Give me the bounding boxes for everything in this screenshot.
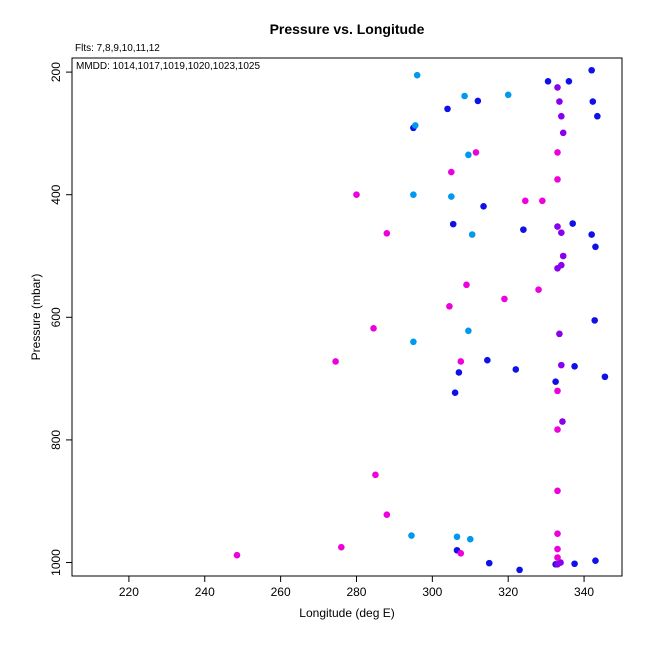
data-point — [480, 203, 487, 210]
data-point — [463, 281, 470, 289]
data-point — [544, 77, 552, 85]
data-point — [461, 92, 468, 100]
data-point — [594, 112, 601, 120]
x-tick-label: 280 — [346, 585, 366, 599]
data-point — [457, 550, 465, 557]
data-point — [554, 264, 561, 272]
data-point — [592, 557, 599, 564]
data-point — [410, 191, 417, 199]
data-point — [559, 418, 566, 425]
data-point — [556, 330, 563, 338]
data-point — [554, 530, 561, 538]
x-axis-label: Longitude (deg E) — [299, 606, 394, 620]
data-point — [338, 543, 345, 551]
y-tick-label: 200 — [49, 62, 63, 82]
data-point — [556, 98, 563, 105]
data-point — [451, 389, 459, 397]
data-point — [554, 223, 561, 230]
data-point — [453, 533, 461, 541]
data-point — [332, 358, 339, 365]
x-tick-label: 340 — [574, 585, 594, 599]
data-point — [558, 112, 565, 120]
data-point — [521, 197, 529, 205]
data-point — [554, 561, 561, 568]
data-point — [413, 71, 421, 79]
data-point — [535, 286, 542, 294]
data-point — [448, 193, 455, 200]
data-point — [592, 243, 599, 251]
data-point — [589, 98, 597, 105]
y-tick-label: 600 — [49, 307, 63, 327]
data-point — [554, 554, 561, 561]
data-point — [601, 373, 609, 381]
data-point — [370, 325, 377, 332]
data-point — [465, 151, 472, 159]
x-tick-label: 300 — [422, 585, 442, 599]
data-point — [353, 191, 360, 199]
data-point — [408, 532, 415, 539]
data-point — [558, 361, 565, 369]
flights-annotation: Flts: 7,8,9,10,11,12 — [75, 43, 160, 54]
data-point — [516, 566, 523, 574]
data-point — [449, 220, 457, 228]
data-point — [569, 220, 576, 227]
plot-frame — [71, 57, 623, 577]
data-point — [554, 545, 561, 553]
data-point — [554, 487, 561, 495]
data-point — [512, 366, 520, 373]
data-point — [411, 122, 419, 129]
data-point — [446, 302, 453, 310]
data-point — [588, 231, 595, 238]
y-axis: 200 400 600 800 1000 — [49, 62, 72, 576]
points-layer — [233, 66, 609, 574]
mmdd-annotation: MMDD: 1014,1017,1019,1020,1023,1025 — [76, 61, 260, 72]
data-point — [383, 511, 391, 518]
data-point — [455, 369, 463, 376]
y-tick-label: 1000 — [49, 549, 63, 576]
data-point — [554, 387, 561, 395]
y-tick-label: 800 — [49, 430, 63, 450]
data-point — [571, 560, 578, 568]
data-point — [559, 129, 567, 137]
data-point — [501, 295, 508, 303]
data-point — [559, 252, 567, 260]
data-point — [457, 358, 465, 365]
data-point — [565, 77, 573, 85]
x-axis: 220 240 260 280 300 320 340 — [119, 576, 594, 599]
data-point — [448, 168, 455, 176]
y-axis-label: Pressure (mbar) — [29, 274, 43, 361]
chart-title: Pressure vs. Longitude — [270, 21, 425, 37]
data-point — [554, 176, 561, 183]
data-point — [552, 378, 559, 385]
x-tick-label: 220 — [119, 585, 139, 599]
data-point — [591, 317, 598, 324]
data-point — [554, 84, 561, 91]
data-point — [571, 363, 578, 370]
data-point — [383, 230, 391, 237]
y-tick-label: 400 — [49, 184, 63, 204]
data-point — [484, 356, 491, 364]
data-point — [474, 97, 482, 105]
data-point — [485, 559, 493, 567]
data-point — [558, 229, 565, 237]
data-point — [539, 197, 546, 205]
data-point — [504, 91, 512, 99]
x-tick-label: 260 — [271, 585, 291, 599]
data-point — [520, 226, 527, 233]
data-point — [554, 149, 561, 156]
data-point — [468, 231, 476, 238]
data-point — [588, 66, 595, 74]
data-point — [554, 426, 561, 433]
x-tick-label: 320 — [498, 585, 518, 599]
data-point — [410, 338, 417, 346]
data-point — [472, 149, 480, 156]
data-point — [372, 471, 379, 479]
data-point — [466, 535, 474, 543]
data-point — [465, 327, 472, 335]
data-point — [444, 105, 451, 113]
data-point — [233, 551, 241, 559]
x-tick-label: 240 — [195, 585, 215, 599]
